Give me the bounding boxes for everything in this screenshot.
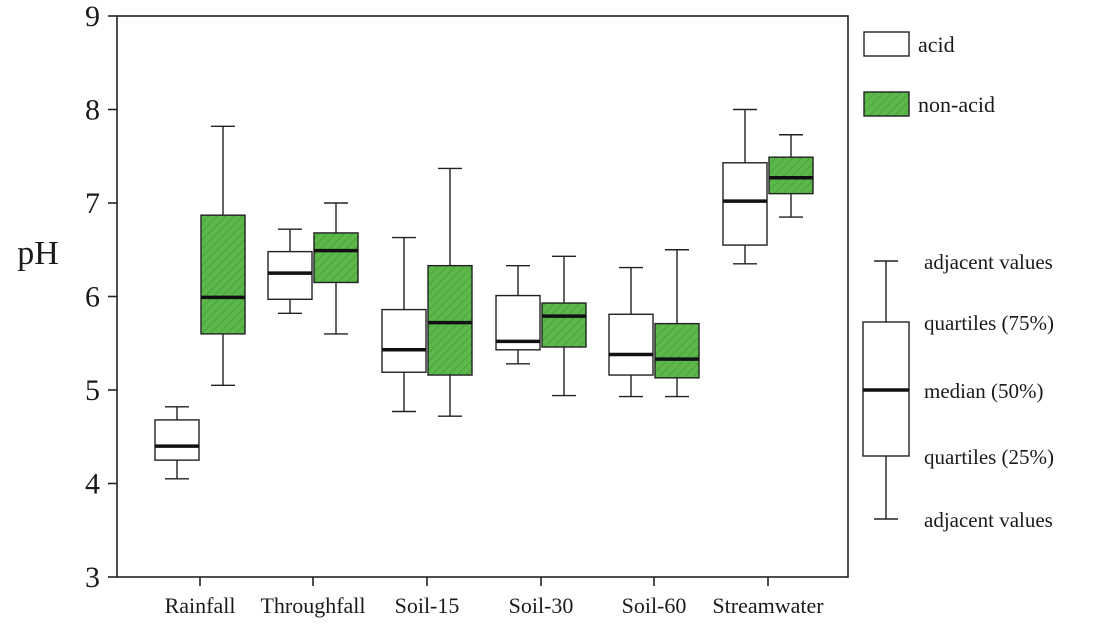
box-iqr xyxy=(541,302,587,348)
x-tick-label: Streamwater xyxy=(712,593,824,618)
x-axis: Rainfall Throughfall Soil-15 Soil-30 Soil-60… xyxy=(165,577,824,618)
x-tick-label: Soil-60 xyxy=(622,593,687,618)
y-tick-label: 7 xyxy=(85,187,100,220)
y-tick-label: 6 xyxy=(85,281,100,314)
y-tick-label: 4 xyxy=(85,468,100,501)
x-tick-label: Rainfall xyxy=(165,593,236,618)
key-label-median: median (50%) xyxy=(924,379,1044,403)
legend-label-acid: acid xyxy=(918,32,955,57)
box-non-acid-rainfall xyxy=(200,125,246,387)
x-tick-label: Soil-30 xyxy=(509,593,574,618)
legend-swatch-non-acid xyxy=(863,91,910,117)
y-tick-label: 9 xyxy=(85,0,100,33)
boxplot-key: adjacent values quartiles (75%) median (50… xyxy=(862,250,1054,532)
key-label-upper-adjacent: adjacent values xyxy=(924,250,1053,274)
x-tick-label: Soil-15 xyxy=(395,593,460,618)
box-iqr xyxy=(313,232,359,284)
box-acid-soil-60 xyxy=(608,266,654,398)
key-label-lower-adjacent: adjacent values xyxy=(924,508,1053,532)
legend-swatch-acid xyxy=(863,31,910,57)
box-iqr xyxy=(427,264,473,376)
box-non-acid-soil-15 xyxy=(427,167,473,417)
x-tick-label: Throughfall xyxy=(260,593,365,618)
box-non-acid-throughfall xyxy=(313,202,359,335)
box-iqr xyxy=(200,214,246,335)
legend: acid non-acid xyxy=(863,31,995,117)
box-iqr xyxy=(768,156,814,195)
box-non-acid-streamwater xyxy=(768,134,814,218)
key-label-q1: quartiles (25%) xyxy=(924,445,1054,469)
series-non-acid xyxy=(200,125,814,417)
y-axis-label: pH xyxy=(17,235,59,272)
y-tick-label: 8 xyxy=(85,94,100,127)
box-acid-streamwater xyxy=(722,108,768,265)
legend-label-non-acid: non-acid xyxy=(918,92,995,117)
box-iqr xyxy=(654,322,700,379)
box-series xyxy=(154,108,814,480)
box-iqr xyxy=(154,419,200,461)
series-acid xyxy=(154,108,768,480)
box-acid-soil-15 xyxy=(381,236,427,413)
box-acid-soil-30 xyxy=(495,264,541,365)
key-label-q3: quartiles (75%) xyxy=(924,311,1054,335)
box-non-acid-soil-30 xyxy=(541,255,587,397)
box-iqr xyxy=(267,250,313,301)
y-axis: 3 4 5 6 7 8 9 pH xyxy=(17,0,117,594)
y-tick-label: 3 xyxy=(85,561,100,594)
box-non-acid-soil-60 xyxy=(654,249,700,398)
box-iqr xyxy=(381,308,427,373)
box-iqr xyxy=(722,162,768,246)
box-acid-throughfall xyxy=(267,228,313,315)
box-iqr xyxy=(608,313,654,376)
y-tick-label: 5 xyxy=(85,374,100,407)
box-acid-rainfall xyxy=(154,406,200,480)
